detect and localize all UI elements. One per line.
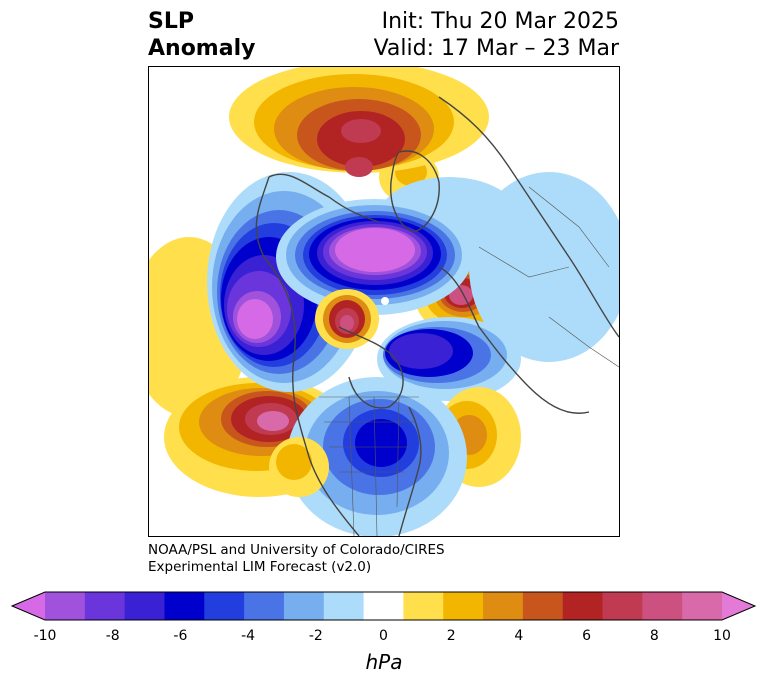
colorbar-ticks: -10 -8 -6 -4 -2 0 2 4 6 8 10: [0, 628, 768, 648]
colorbar-tick-label: -8: [105, 628, 120, 644]
colorbar-cell: [204, 592, 245, 620]
colorbar-cell: [443, 592, 484, 620]
colorbar-cell: [562, 592, 604, 620]
anomaly-hudson-negative: [377, 317, 521, 401]
colorbar-tick-label: -10: [33, 628, 57, 644]
colorbar-tick-label: 6: [582, 628, 592, 644]
colorbar-tick-label: -4: [241, 628, 256, 644]
slp-anomaly-map: [148, 66, 620, 537]
colorbar-cell: [363, 592, 404, 620]
colorbar-cell: [323, 592, 365, 620]
colorbar-cell: [164, 592, 205, 620]
credit-line-2: Experimental LIM Forecast (v2.0): [148, 559, 372, 575]
colorbar-tick-label: 0: [379, 628, 388, 644]
colorbar-tick-label: 8: [649, 628, 659, 644]
colorbar-tick-label: 4: [514, 628, 524, 644]
colorbar-cell: [403, 592, 444, 620]
valid-range: Valid: 17 Mar – 23 Mar: [373, 36, 619, 61]
colorbar-tick-label: -2: [308, 628, 323, 644]
colorbar-cell: [483, 592, 524, 620]
colorbar-tick-label: -6: [173, 628, 188, 644]
title-line-1: SLP: [148, 9, 194, 34]
colorbar-cell: [283, 592, 325, 620]
colorbar-cell: [602, 592, 643, 620]
colorbar-right-extend: [722, 592, 755, 620]
init-date: Init: Thu 20 Mar 2025: [381, 9, 619, 34]
anomaly-siberia-positive: [229, 67, 489, 177]
political-borders: [319, 186, 619, 536]
anomaly-arctic-negative: [276, 199, 472, 315]
colorbar: [10, 591, 757, 621]
colorbar-cell: [642, 592, 683, 620]
map-title: SLP Anomaly: [148, 8, 255, 62]
title-line-2: Anomaly: [148, 36, 256, 61]
coastlines: [255, 96, 619, 536]
colorbar-cell: [124, 592, 165, 620]
colorbar-outline: [10, 591, 757, 621]
north-pole-marker: [381, 297, 389, 305]
anomaly-us-west-positive: [269, 437, 329, 497]
colorbar-tick-label: 10: [713, 628, 731, 644]
colorbar-left-extend: [12, 592, 45, 620]
colorbar-cell: [682, 592, 723, 620]
credit-line-1: NOAA/PSL and University of Colorado/CIRE…: [148, 542, 445, 558]
credit-text: NOAA/PSL and University of Colorado/CIRE…: [148, 542, 445, 576]
colorbar-tick-label: 2: [446, 628, 456, 644]
colorbar-cell: [522, 592, 564, 620]
colorbar-cell: [244, 592, 285, 620]
forecast-dates: Init: Thu 20 Mar 2025 Valid: 17 Mar – 23…: [374, 8, 619, 62]
colorbar-cell: [45, 592, 86, 620]
colorbar-unit: hPa: [365, 650, 403, 674]
colorbar-cell: [84, 592, 126, 620]
